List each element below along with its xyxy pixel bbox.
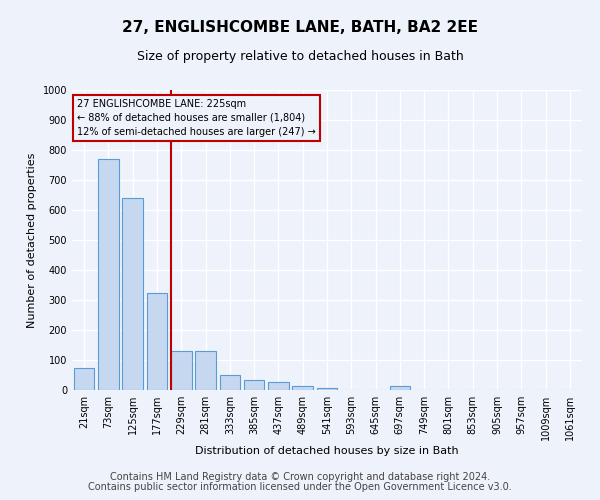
Bar [171, 351, 191, 390]
Bar [268, 382, 289, 390]
Y-axis label: Number of detached properties: Number of detached properties [27, 152, 37, 328]
Bar [195, 351, 216, 390]
Bar [220, 375, 240, 390]
Text: 27 ENGLISHCOMBE LANE: 225sqm
← 88% of detached houses are smaller (1,804)
12% of: 27 ENGLISHCOMBE LANE: 225sqm ← 88% of de… [77, 99, 316, 137]
Text: Contains HM Land Registry data © Crown copyright and database right 2024.: Contains HM Land Registry data © Crown c… [110, 472, 490, 482]
Bar [389, 386, 410, 390]
Text: Contains public sector information licensed under the Open Government Licence v3: Contains public sector information licen… [88, 482, 512, 492]
Bar [317, 388, 337, 390]
Bar [122, 198, 143, 390]
Bar [98, 159, 119, 390]
Bar [292, 386, 313, 390]
X-axis label: Distribution of detached houses by size in Bath: Distribution of detached houses by size … [195, 446, 459, 456]
Bar [244, 380, 265, 390]
Text: 27, ENGLISHCOMBE LANE, BATH, BA2 2EE: 27, ENGLISHCOMBE LANE, BATH, BA2 2EE [122, 20, 478, 35]
Text: Size of property relative to detached houses in Bath: Size of property relative to detached ho… [137, 50, 463, 63]
Bar [146, 292, 167, 390]
Bar [74, 368, 94, 390]
